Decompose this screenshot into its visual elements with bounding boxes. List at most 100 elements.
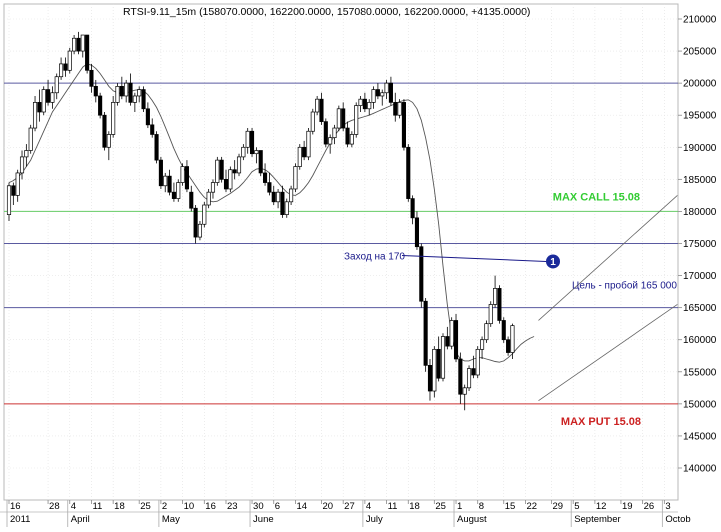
candle — [171, 182, 176, 202]
candle — [85, 34, 90, 74]
candle — [510, 323, 515, 359]
candle — [76, 31, 81, 55]
candle — [406, 144, 411, 202]
entry-marker-label: 1 — [550, 257, 556, 268]
candle — [258, 150, 263, 177]
candle-body — [397, 102, 402, 116]
max-call-label: MAX CALL 15.08 — [553, 191, 640, 203]
horizontal-levels — [4, 82, 678, 405]
candle — [193, 205, 198, 244]
candle — [289, 185, 294, 206]
candle-body — [341, 108, 346, 129]
candle-body — [480, 339, 485, 350]
candle — [24, 144, 29, 167]
target-label: Цель - пробой 165 000 — [572, 280, 677, 292]
x-tick-label: 3 — [665, 501, 670, 512]
candle-body — [141, 89, 146, 110]
x-tick-label: 8 — [479, 501, 484, 512]
candle-body — [358, 98, 363, 106]
candle — [180, 163, 185, 186]
candle-body — [223, 179, 229, 190]
candle-body — [410, 198, 415, 219]
x-tick-label: 28 — [49, 501, 60, 512]
candle — [419, 243, 424, 308]
candle — [46, 79, 51, 106]
y-tick-label: 180000 — [683, 207, 717, 218]
candle — [232, 160, 237, 180]
candle-body — [466, 368, 472, 389]
candle — [449, 317, 454, 350]
candle-body — [306, 130, 311, 158]
candle — [315, 95, 320, 116]
candle-body — [367, 102, 372, 110]
candle — [367, 99, 372, 116]
candle-body — [124, 82, 129, 97]
moving-average-line — [8, 63, 535, 363]
x-tick-label: 11 — [92, 501, 102, 512]
x-tick-label: 10 — [184, 501, 195, 512]
candle-body — [484, 323, 489, 341]
candle — [497, 285, 502, 324]
candle-body — [267, 182, 272, 193]
x-tick-label: 4 — [366, 501, 371, 512]
candle — [302, 140, 307, 161]
candle-body — [458, 358, 463, 395]
candle-body — [362, 98, 367, 110]
candle-body — [202, 204, 207, 225]
candle — [93, 79, 98, 103]
candle — [228, 166, 233, 193]
candle-body — [176, 182, 181, 199]
x-tick-label: 18 — [114, 501, 125, 512]
x-tick-label: 16 — [10, 501, 21, 512]
candle — [445, 326, 450, 350]
candle-body — [506, 339, 511, 353]
candle-body — [406, 146, 411, 199]
candle-body — [427, 365, 433, 392]
candle — [197, 221, 203, 241]
candle-body — [375, 89, 380, 97]
candle-body — [423, 300, 428, 366]
candle-body — [453, 320, 459, 360]
candle-body — [449, 320, 454, 347]
candle — [189, 185, 194, 212]
moving-average — [8, 63, 535, 363]
candles — [6, 31, 515, 411]
candle-body — [354, 105, 359, 135]
month-label: May — [162, 514, 180, 525]
candle-body — [106, 134, 111, 148]
candle-body — [206, 191, 211, 206]
candle-body — [154, 134, 159, 161]
candle-body — [111, 102, 116, 135]
candle — [176, 179, 181, 202]
candle — [375, 83, 380, 100]
candle-body — [184, 166, 189, 190]
candle-body — [414, 217, 420, 248]
candle-body — [189, 191, 194, 209]
candle-body — [119, 85, 124, 97]
candle-body — [501, 320, 506, 341]
candle-body — [80, 34, 85, 52]
entry-marker — [546, 254, 560, 269]
candle-body — [432, 348, 437, 392]
candle-body — [293, 166, 298, 190]
candle-body — [488, 304, 493, 325]
candle-body — [236, 156, 242, 174]
candle-body — [302, 146, 307, 158]
candle-body — [493, 288, 498, 305]
y-tick-label: 155000 — [683, 367, 717, 378]
x-tick-label: 15 — [505, 501, 516, 512]
candle — [32, 95, 38, 132]
x-tick-label: 25 — [140, 501, 151, 512]
candle — [59, 57, 64, 80]
candle — [319, 92, 324, 125]
candle — [427, 358, 433, 401]
candle-body — [289, 188, 294, 203]
candle — [267, 172, 272, 196]
candle-body — [180, 166, 185, 183]
candle — [453, 314, 459, 363]
candle — [501, 317, 506, 343]
candle — [132, 92, 137, 113]
candle-body — [310, 111, 315, 132]
y-axis: 140000 145000 150000 155000 160000 165000 1700… — [678, 15, 717, 475]
candle — [128, 73, 133, 106]
